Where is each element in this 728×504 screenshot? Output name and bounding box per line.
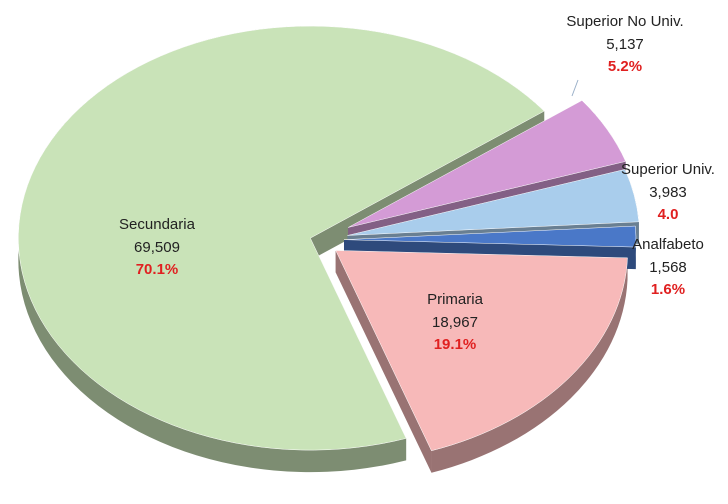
slice-label: Superior No Univ. xyxy=(566,13,683,30)
slice-value: 69,509 xyxy=(134,239,180,256)
slice-percent: 4.0 xyxy=(658,206,679,223)
slice-value: 3,983 xyxy=(649,184,687,201)
slice xyxy=(343,225,637,248)
slice-value: 5,137 xyxy=(606,36,644,53)
slice xyxy=(348,100,626,228)
slice-side xyxy=(431,257,628,473)
slice xyxy=(18,25,545,451)
slice-wall xyxy=(335,250,432,473)
slice-percent: 1.6% xyxy=(651,281,685,298)
slice-percent: 70.1% xyxy=(136,261,179,278)
slice-percent: 5.2% xyxy=(608,58,642,75)
slice-label: Secundaria xyxy=(119,216,196,233)
slice-percent: 19.1% xyxy=(434,336,477,353)
slice xyxy=(335,250,628,452)
slice-label: Analfabeto xyxy=(632,236,704,253)
slice-label: Superior Univ. xyxy=(621,161,715,178)
slice-value: 1,568 xyxy=(649,259,687,276)
slice-value: 18,967 xyxy=(432,314,478,331)
leader-line xyxy=(571,79,579,97)
slice-label: Primaria xyxy=(427,291,483,308)
slice xyxy=(347,169,640,236)
